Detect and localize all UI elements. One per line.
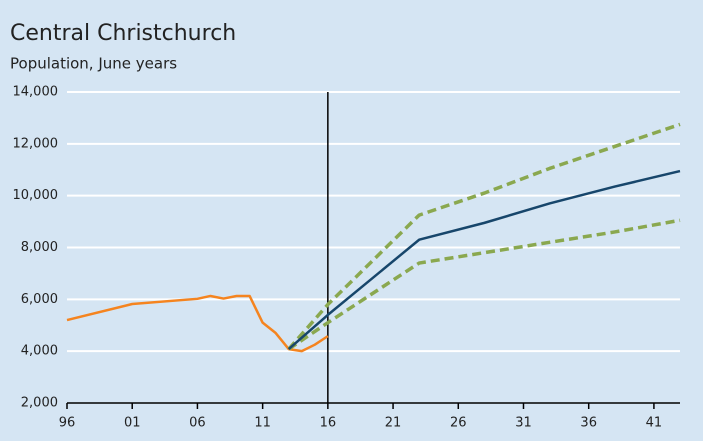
y-tick-label: 14,000 bbox=[13, 85, 59, 100]
chart-subtitle: Population, June years bbox=[10, 55, 177, 73]
chart-title: Central Christchurch bbox=[10, 21, 236, 46]
x-tick-label: 01 bbox=[124, 416, 141, 431]
y-tick-label: 6,000 bbox=[21, 292, 58, 307]
series-line bbox=[287, 122, 681, 351]
series-line bbox=[66, 294, 329, 353]
x-tick-label: 31 bbox=[515, 416, 532, 431]
y-tick-label: 2,000 bbox=[21, 396, 58, 411]
y-tick-label: 12,000 bbox=[13, 136, 59, 151]
x-tick-label: 16 bbox=[320, 416, 337, 431]
series-line bbox=[287, 218, 681, 351]
x-tick-label: 11 bbox=[254, 416, 271, 431]
y-tick-label: 8,000 bbox=[21, 240, 58, 255]
x-tick-label: 26 bbox=[450, 416, 467, 431]
y-tick-label: 10,000 bbox=[13, 188, 59, 203]
y-tick-label: 4,000 bbox=[21, 344, 58, 359]
x-tick-label: 36 bbox=[580, 416, 597, 431]
x-tick-label: 06 bbox=[189, 416, 206, 431]
series-line bbox=[287, 169, 681, 351]
x-tick-label: 96 bbox=[59, 416, 76, 431]
x-tick-label: 21 bbox=[385, 416, 402, 431]
x-tick-label: 41 bbox=[646, 416, 663, 431]
